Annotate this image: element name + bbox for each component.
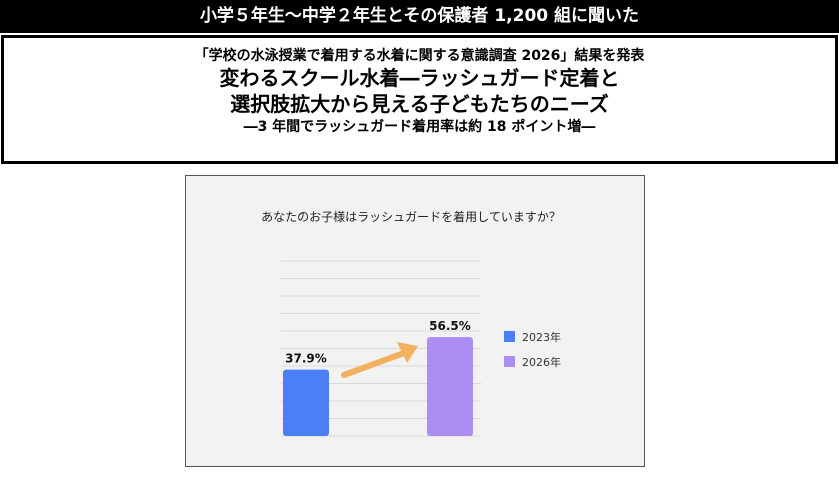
legend-label: 2023年 bbox=[522, 330, 561, 344]
chart-title: あなたのお子様はラッシュガードを着用していますか？ bbox=[261, 209, 561, 224]
bar-2023年 bbox=[283, 370, 329, 436]
header-banner: 小学５年生〜中学２年生とその保護者 1,200 組に聞いた bbox=[0, 0, 839, 33]
value-label: 56.5% bbox=[429, 319, 471, 333]
legend-swatch bbox=[504, 331, 515, 342]
bar-chart: あなたのお子様はラッシュガードを着用していますか？ 37.9% 56.5% 202… bbox=[186, 176, 644, 466]
value-label: 37.9% bbox=[285, 352, 327, 366]
chart-panel: あなたのお子様はラッシュガードを着用していますか？ 37.9% 56.5% 202… bbox=[185, 175, 645, 467]
survey-title: 「学校の水泳授業で着用する水着に関する意識調査 2026」結果を発表 bbox=[4, 47, 835, 65]
legend-label: 2026年 bbox=[522, 355, 561, 369]
headline-line-1: 変わるスクール水着―ラッシュガード定着と bbox=[4, 66, 835, 91]
increase-arrow bbox=[344, 342, 418, 375]
bar-2026年 bbox=[427, 337, 473, 436]
subheadline: ―3 年間でラッシュガード着用率は約 18 ポイント増― bbox=[4, 118, 835, 136]
headline-line-2: 選択肢拡大から見える子どもたちのニーズ bbox=[4, 92, 835, 117]
legend-swatch bbox=[504, 356, 515, 367]
headline-box: 「学校の水泳授業で着用する水着に関する意識調査 2026」結果を発表 変わるスク… bbox=[1, 35, 838, 164]
